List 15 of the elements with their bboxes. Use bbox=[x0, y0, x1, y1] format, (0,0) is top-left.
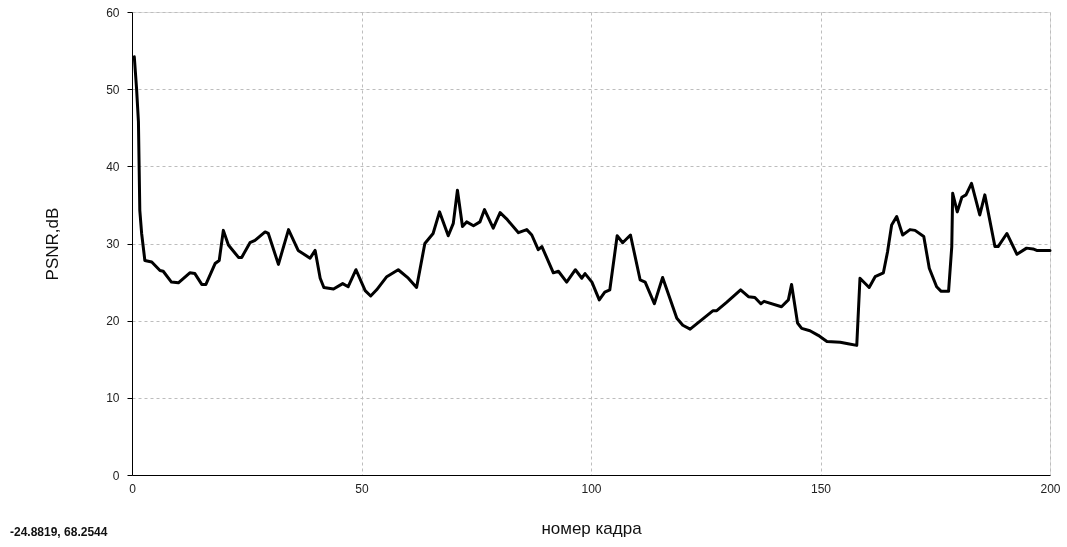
x-axis-title: номер кадра bbox=[541, 518, 643, 538]
x-tick-label: 150 bbox=[810, 481, 832, 496]
x-tick-label: 100 bbox=[581, 481, 602, 496]
x-tick-label: 200 bbox=[1040, 481, 1061, 496]
text: -24.8819, 68.2544 bbox=[10, 525, 108, 539]
y-tick-label: 40 bbox=[106, 159, 120, 174]
x-tick-label: 0 bbox=[129, 481, 137, 496]
y-tick-label: 0 bbox=[112, 468, 120, 483]
y-tick-label: 60 bbox=[106, 5, 120, 20]
y-tick-label: 30 bbox=[106, 237, 120, 251]
y-tick-label: 50 bbox=[106, 82, 120, 97]
y-tick-label: 20 bbox=[106, 314, 120, 329]
y-axis-title: PSNR,dB bbox=[43, 207, 63, 281]
y-tick-label: 10 bbox=[106, 391, 120, 406]
x-tick-label: 50 bbox=[355, 481, 369, 496]
